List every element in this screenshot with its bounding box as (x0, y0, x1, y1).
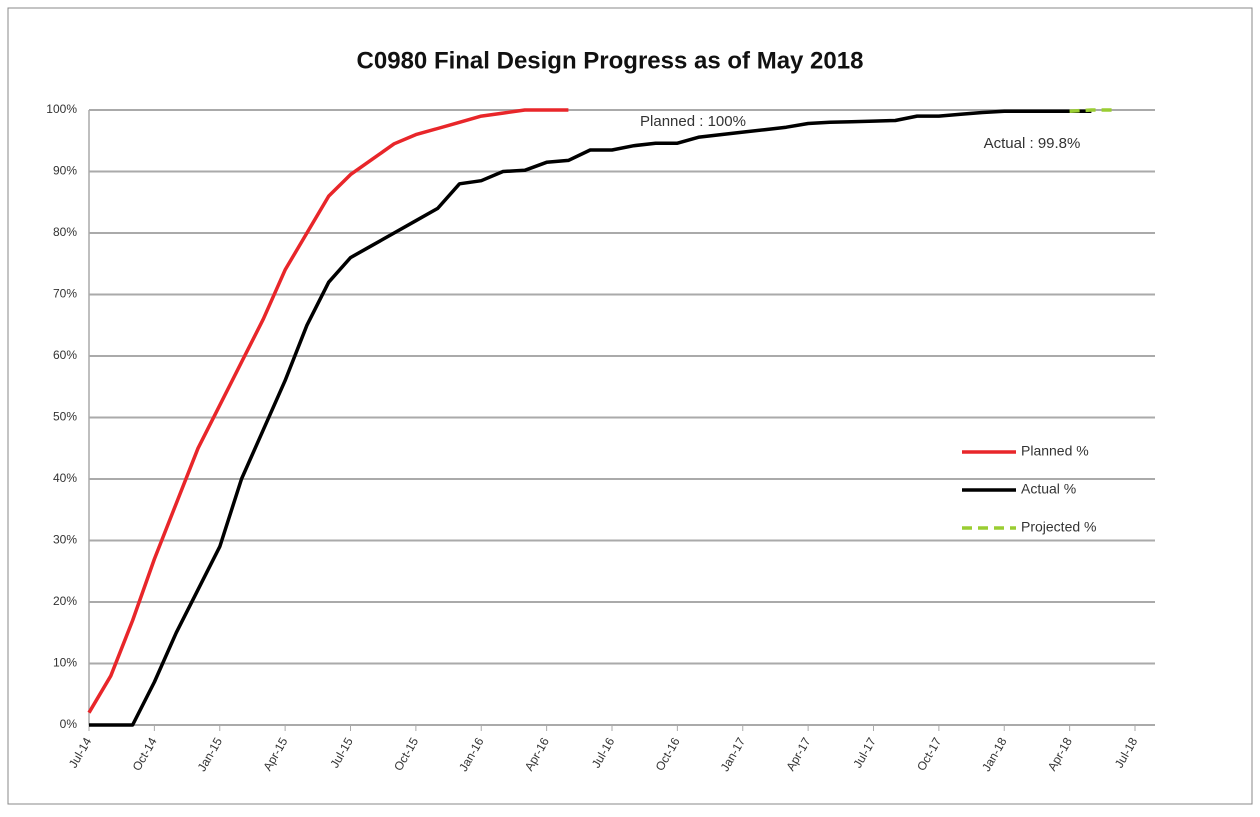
annotation: Actual : 99.8% (984, 135, 1081, 152)
y-tick-label: 10% (53, 656, 77, 670)
y-tick-label: 40% (53, 471, 77, 485)
chart-title: C0980 Final Design Progress as of May 20… (357, 47, 864, 74)
y-tick-label: 60% (53, 348, 77, 362)
legend-label: Planned % (1021, 443, 1089, 459)
y-tick-label: 50% (53, 410, 77, 424)
series-line (1069, 108, 1114, 113)
y-tick-label: 30% (53, 533, 77, 547)
y-tick-label: 90% (53, 164, 77, 178)
y-tick-label: 0% (60, 717, 78, 731)
y-tick-label: 80% (53, 225, 77, 239)
y-tick-label: 70% (53, 287, 77, 301)
chart-frame (7, 7, 1253, 805)
legend-label: Actual % (1021, 481, 1076, 497)
series-line (87, 108, 569, 714)
series-line (89, 109, 1092, 727)
y-tick-label: 100% (46, 102, 77, 116)
y-tick-label: 20% (53, 594, 77, 608)
annotation: Planned : 100% (640, 113, 746, 130)
legend-label: Projected % (1021, 519, 1096, 535)
